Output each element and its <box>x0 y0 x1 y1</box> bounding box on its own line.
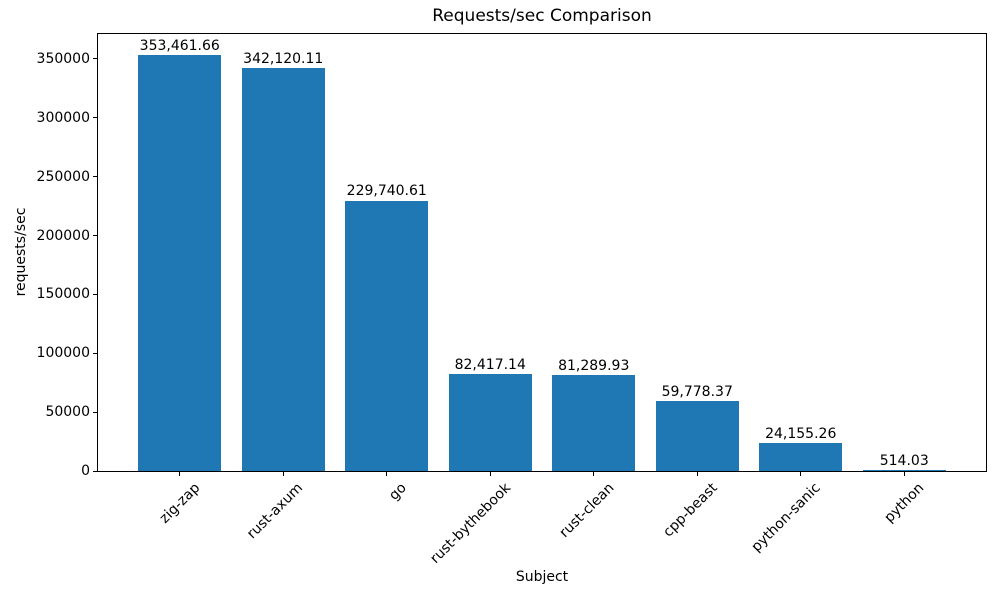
x-axis-label: Subject <box>515 569 569 585</box>
y-axis-tick <box>93 117 97 119</box>
x-tick-label: rust-clean <box>556 480 618 541</box>
y-axis-tick <box>93 235 97 236</box>
x-axis-tick <box>386 472 388 476</box>
y-axis-tick <box>93 411 97 413</box>
bar-value-label: 342,120.11 <box>243 51 324 68</box>
bar-go <box>345 200 429 471</box>
x-tick-label: zig-zap <box>156 480 204 527</box>
x-axis-tick <box>593 472 595 476</box>
x-axis-tick <box>903 472 905 476</box>
x-axis-tick <box>800 472 802 476</box>
bar-zig-zap <box>138 54 222 471</box>
y-axis-tick <box>93 352 97 354</box>
y-tick-label: 250000 <box>36 168 90 185</box>
y-axis-tick <box>93 176 97 178</box>
bar-value-label: 82,417.14 <box>454 356 526 373</box>
chart-title: Requests/sec Comparison <box>432 6 652 26</box>
x-tick-label: cpp-beast <box>660 480 721 541</box>
bar-value-label: 514.03 <box>879 452 929 469</box>
y-tick-label: 200000 <box>36 227 90 244</box>
y-tick-label: 350000 <box>36 50 90 67</box>
x-tick-label: rust-bythebook <box>426 480 514 567</box>
bar-rust-bythebook <box>448 373 532 471</box>
bar-rust-axum <box>241 68 325 471</box>
bar-python-sanic <box>759 442 843 471</box>
x-tick-label: python <box>881 480 928 526</box>
y-axis-tick <box>93 293 97 295</box>
y-axis-tick <box>93 470 97 472</box>
y-axis-label: requests/sec <box>13 207 29 297</box>
y-tick-label: 50000 <box>45 404 90 421</box>
y-tick-label: 150000 <box>36 286 90 303</box>
bar-python <box>862 469 946 471</box>
bar-value-label: 353,461.66 <box>139 37 220 54</box>
bar-cpp-beast <box>655 400 739 471</box>
y-axis-tick <box>93 58 97 60</box>
bar-value-label: 229,740.61 <box>346 183 427 200</box>
x-axis-tick <box>282 472 284 476</box>
y-tick-label: 300000 <box>36 109 90 126</box>
x-axis-tick <box>179 472 181 476</box>
y-tick-label: 100000 <box>36 345 90 362</box>
bar-value-label: 81,289.93 <box>558 358 630 375</box>
x-axis-tick <box>696 472 698 476</box>
plot-area <box>97 33 987 472</box>
bar-value-label: 24,155.26 <box>765 425 837 442</box>
x-tick-label: python-sanic <box>748 480 825 556</box>
x-axis-tick <box>489 472 491 476</box>
bar-value-label: 59,778.37 <box>661 383 733 400</box>
bar-rust-clean <box>552 375 636 471</box>
x-tick-label: go <box>386 480 411 504</box>
x-tick-label: rust-axum <box>244 480 307 543</box>
y-tick-label: 0 <box>81 463 90 479</box>
